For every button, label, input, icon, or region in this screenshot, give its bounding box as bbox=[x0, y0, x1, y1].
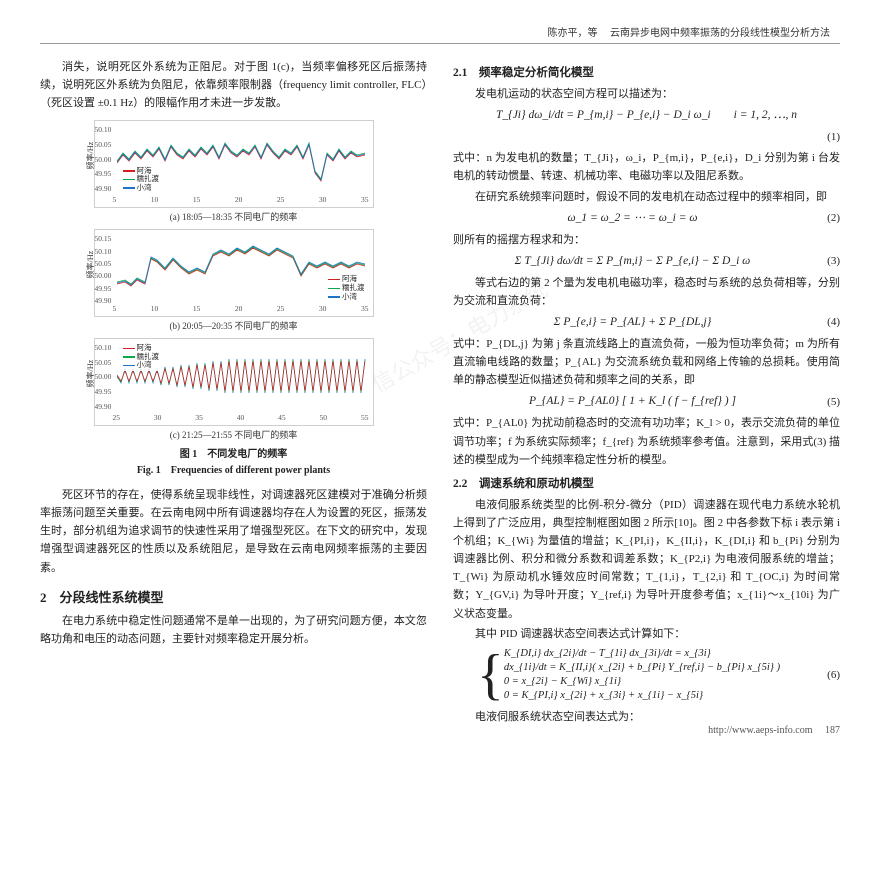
yticks: 50.10 50.05 50.00 49.95 49.90 bbox=[95, 342, 112, 413]
chart-a: 频率/Hz 50.10 50.05 50.00 49.95 49.90 bbox=[94, 120, 374, 208]
figure-1: 频率/Hz 50.10 50.05 50.00 49.95 49.90 bbox=[94, 120, 374, 480]
para: 发电机运动的状态空间方程可以描述为： bbox=[453, 85, 840, 103]
xticks: 5 10 15 20 25 30 35 bbox=[113, 194, 369, 206]
section-2-heading: 2 分段线性系统模型 bbox=[40, 587, 427, 608]
chart-b-caption: (b) 20:05—20:35 不同电厂的频率 bbox=[94, 319, 374, 334]
equation-1: T_{Ji} dω_i/dt = P_{m,i} − P_{e,i} − D_i… bbox=[453, 106, 840, 125]
equation-6: { K_{DI,i} dx_{2i}/dt − T_{1i} dx_{3i}/d… bbox=[477, 647, 840, 704]
para: 等式右边的第 2 个量为发电机电磁功率，稳态时与系统的总负荷相等，分别为交流和直… bbox=[453, 274, 840, 310]
xticks: 25 30 35 40 45 50 55 bbox=[113, 412, 369, 424]
equation-5: P_{AL} = P_{AL0} [ 1 + K_l ( f − f_{ref}… bbox=[453, 392, 840, 411]
xticks: 5 10 15 20 25 30 35 bbox=[113, 303, 369, 315]
chart-b: 频率/Hz 50.15 50.10 50.05 50.00 49.95 49.9… bbox=[94, 229, 374, 317]
right-column: 2.1 频率稳定分析简化模型 发电机运动的状态空间方程可以描述为： T_{Ji}… bbox=[453, 58, 840, 728]
page-number: 187 bbox=[825, 725, 840, 736]
header-authors: 陈亦平，等 bbox=[548, 28, 598, 39]
para: 则所有的摇摆方程求和为： bbox=[453, 231, 840, 249]
subsection-2-1: 2.1 频率稳定分析简化模型 bbox=[453, 64, 840, 83]
para: 在研究系统频率问题时，假设不同的发电机在动态过程中的频率相同，即 bbox=[453, 188, 840, 206]
legend-a: 阿海 糯扎渡 小湾 bbox=[121, 166, 162, 194]
legend-c: 阿海 糯扎渡 小湾 bbox=[121, 343, 162, 371]
footer: http://www.aeps-info.com 187 bbox=[708, 721, 840, 736]
equation-2: ω_1 = ω_2 = ⋯ = ω_i = ω (2) bbox=[453, 209, 840, 228]
chart-a-caption: (a) 18:05—18:35 不同电厂的频率 bbox=[94, 210, 374, 225]
figure-title-en: Fig. 1 Frequencies of different power pl… bbox=[94, 463, 374, 480]
para: 式中：P_{DL,j} 为第 j 条直流线路上的直流负荷，一般为恒功率负荷；m … bbox=[453, 335, 840, 389]
chart-c: 频率/Hz 50.10 50.05 50.00 49.95 49.90 bbox=[94, 338, 374, 426]
para: 死区环节的存在，使得系统呈现非线性，对调速器死区建模对于准确分析频率振荡问题至关… bbox=[40, 486, 427, 577]
equation-4: Σ P_{e,i} = P_{AL} + Σ P_{DL,j} (4) bbox=[453, 313, 840, 332]
para: 在电力系统中稳定性问题通常不是单一出现的，为了研究问题方便，本文忽略功角和电压的… bbox=[40, 612, 427, 648]
figure-title-cn: 图 1 不同发电厂的频率 bbox=[94, 447, 374, 464]
legend-b: 阿海 糯扎渡 小湾 bbox=[326, 274, 367, 302]
para: 电液伺服系统类型的比例-积分-微分（PID）调速器在现代电力系统水轮机上得到了广… bbox=[453, 496, 840, 623]
left-column: 消失，说明死区外系统为正阻尼。对于图 1(c)，当频率偏移死区后振荡持续，说明死… bbox=[40, 58, 427, 728]
para: 消失，说明死区外系统为正阻尼。对于图 1(c)，当频率偏移死区后振荡持续，说明死… bbox=[40, 58, 427, 112]
subsection-2-2: 2.2 调速系统和原动机模型 bbox=[453, 475, 840, 494]
para: 其中 PID 调速器状态空间表达式计算如下： bbox=[453, 625, 840, 643]
para: 式中：n 为发电机的数量；T_{Ji}，ω_i，P_{m,i}，P_{e,i}，… bbox=[453, 149, 840, 185]
para: 式中：P_{AL0} 为扰动前稳态时的交流有功功率；K_l > 0，表示交流负荷… bbox=[453, 414, 840, 468]
yticks: 50.10 50.05 50.00 49.95 49.90 bbox=[95, 124, 112, 195]
header-title: 云南异步电网中频率振荡的分段线性模型分析方法 bbox=[610, 28, 830, 39]
yticks: 50.15 50.10 50.05 50.00 49.95 49.90 bbox=[95, 233, 112, 304]
header-rule bbox=[40, 43, 840, 44]
equation-3: Σ T_{Ji} dω/dt = Σ P_{m,i} − Σ P_{e,i} −… bbox=[453, 252, 840, 271]
chart-c-caption: (c) 21:25—21:55 不同电厂的频率 bbox=[94, 428, 374, 443]
footer-url: http://www.aeps-info.com bbox=[708, 725, 812, 736]
